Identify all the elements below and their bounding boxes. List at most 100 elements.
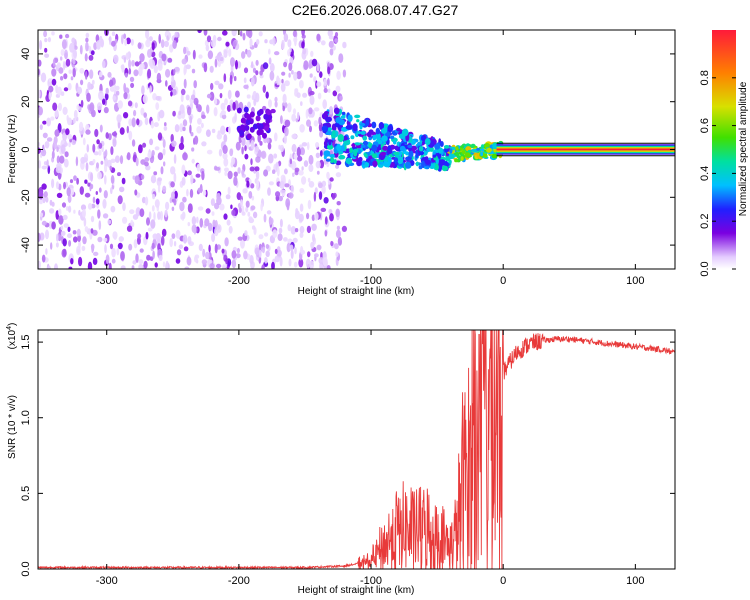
spectral-cell: [308, 164, 314, 173]
snr-x-axis-title: Height of straight line (km): [298, 585, 415, 596]
spectral-cell: [288, 62, 293, 71]
spectral-cell: [219, 92, 223, 99]
spectral-cell: [313, 191, 317, 202]
spectral-cell: [218, 148, 223, 157]
spectral-cell: [255, 156, 261, 163]
spectral-cell: [135, 207, 141, 217]
spectral-cell: [104, 92, 109, 101]
spectral-cell: [64, 52, 68, 59]
y-tick-label: 0.5: [20, 486, 32, 501]
spectral-cell: [71, 139, 77, 146]
spectral-cell: [383, 161, 391, 168]
spectral-cell: [311, 58, 318, 67]
spectral-cell: [44, 53, 50, 58]
spectral-cell: [45, 248, 48, 255]
spectral-cell: [231, 259, 237, 269]
spectral-cell: [60, 56, 63, 61]
spectral-cell: [345, 125, 353, 130]
spectral-cell: [39, 232, 45, 241]
spectral-cell: [338, 53, 344, 63]
spectral-cell: [293, 261, 298, 268]
spectral-cell: [258, 108, 264, 115]
spectral-cell: [284, 183, 290, 188]
spectral-cell: [335, 251, 339, 257]
spectral-cell: [228, 225, 233, 234]
spectral-cell: [283, 135, 288, 144]
spectral-cell: [303, 60, 309, 70]
spectral-cell: [225, 41, 230, 47]
spectral-cell: [263, 113, 269, 120]
spectral-cell: [46, 159, 49, 168]
spectral-cell: [460, 156, 464, 161]
spectral-cell: [289, 158, 293, 165]
spectral-cell: [131, 60, 135, 67]
spectral-cell: [223, 49, 228, 58]
spectral-cell: [157, 63, 163, 71]
spectral-cell: [408, 150, 414, 158]
spectral-cell: [396, 127, 401, 132]
spectral-cell: [311, 223, 317, 231]
spectral-cell: [321, 125, 329, 132]
spectral-cell: [96, 102, 103, 111]
spectral-cell: [264, 232, 269, 237]
spectral-cell: [335, 229, 341, 239]
spectral-cell: [112, 231, 118, 240]
spectral-cell: [98, 142, 103, 149]
spectral-cell: [382, 145, 389, 151]
spectral-cell: [103, 237, 108, 242]
spectral-cell: [151, 242, 155, 250]
spectral-cell: [284, 119, 291, 128]
spectral-cell: [327, 30, 333, 37]
spectral-cell: [297, 155, 303, 162]
spectral-cell: [276, 166, 280, 177]
spectral-cell: [96, 162, 99, 169]
spectral-cell: [110, 158, 116, 163]
spectral-cell: [399, 145, 406, 152]
spectral-cell: [326, 144, 334, 150]
spectral-cell: [63, 181, 66, 190]
spectral-cell: [365, 118, 370, 127]
spectral-cell: [282, 105, 286, 112]
spectral-cell: [243, 67, 249, 74]
spectral-cell: [425, 165, 430, 170]
spectral-cell: [210, 198, 215, 207]
spectral-cell: [180, 94, 184, 103]
spectral-cell: [112, 138, 117, 148]
spectral-cell: [160, 39, 165, 48]
spectral-cell: [138, 144, 143, 154]
spectral-cell: [76, 245, 81, 256]
page-title: C2E6.2026.068.07.47.G27: [291, 2, 459, 18]
spectral-cell: [268, 48, 271, 55]
spectral-cell: [133, 109, 137, 117]
spectral-cell: [206, 104, 210, 114]
spectral-cell: [117, 172, 121, 177]
spectral-cell: [109, 243, 114, 250]
spectral-cell: [171, 191, 175, 200]
spectral-cell: [128, 59, 132, 70]
spectral-cell: [254, 166, 260, 172]
spectral-cell: [40, 72, 47, 83]
spectral-cell: [292, 237, 298, 243]
spectral-cell: [250, 139, 255, 150]
spectral-cell: [264, 39, 268, 44]
spectral-cell: [326, 265, 331, 269]
spectral-cell: [90, 184, 94, 189]
spectral-cell: [72, 230, 77, 235]
spectral-cell: [275, 191, 281, 198]
spectral-cell: [121, 64, 125, 73]
spectral-cell: [216, 133, 222, 140]
spectral-cell: [197, 30, 202, 34]
spectral-cell: [48, 85, 54, 93]
spectral-cell: [67, 226, 71, 232]
spectral-cell: [43, 191, 48, 198]
spectral-cell: [143, 260, 148, 269]
spectral-cell: [79, 121, 84, 132]
spectral-cell: [181, 164, 186, 175]
spectral-cell: [72, 67, 76, 78]
spectral-cell: [184, 266, 190, 269]
spectral-cell: [333, 159, 337, 164]
spectral-cell: [110, 187, 113, 195]
spectral-cell: [203, 30, 208, 36]
spectral-cell: [180, 214, 183, 220]
spectral-cell: [296, 146, 301, 157]
